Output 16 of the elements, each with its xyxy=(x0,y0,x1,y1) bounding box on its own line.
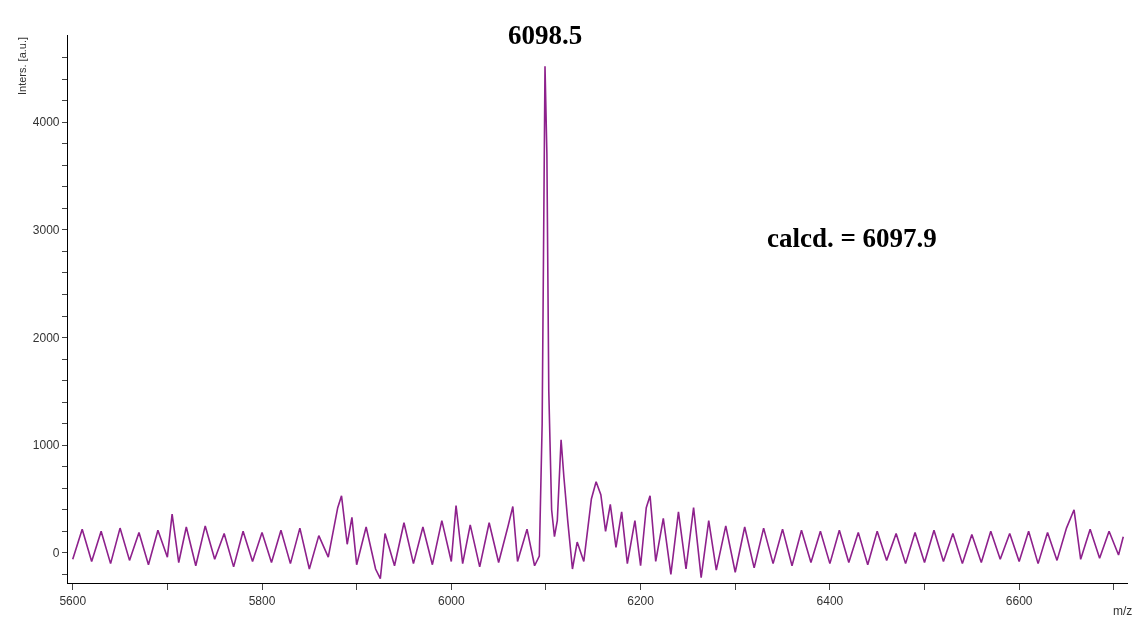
y-tick-label: 4000 xyxy=(32,115,60,130)
x-axis-title: m/z xyxy=(1113,604,1133,618)
line-series xyxy=(71,65,1125,580)
annotation: 6098.5 xyxy=(508,20,583,50)
y-axis-title: Inters. [a.u.] xyxy=(16,36,28,95)
y-tick-label: 0 xyxy=(52,546,60,561)
x-tick-label: 5800 xyxy=(248,593,276,608)
x-tick-label: 6200 xyxy=(627,593,655,608)
annotation: calcd. = 6097.9 xyxy=(767,223,937,253)
x-tick-label: 6000 xyxy=(437,593,465,608)
x-tick-label: 6400 xyxy=(816,593,844,608)
y-tick-label: 3000 xyxy=(32,223,60,238)
x-tick-label: 6600 xyxy=(1005,593,1033,608)
y-tick-label: 2000 xyxy=(32,330,60,345)
y-tick-label: 1000 xyxy=(32,438,60,453)
x-tick-label: 5600 xyxy=(59,593,87,608)
